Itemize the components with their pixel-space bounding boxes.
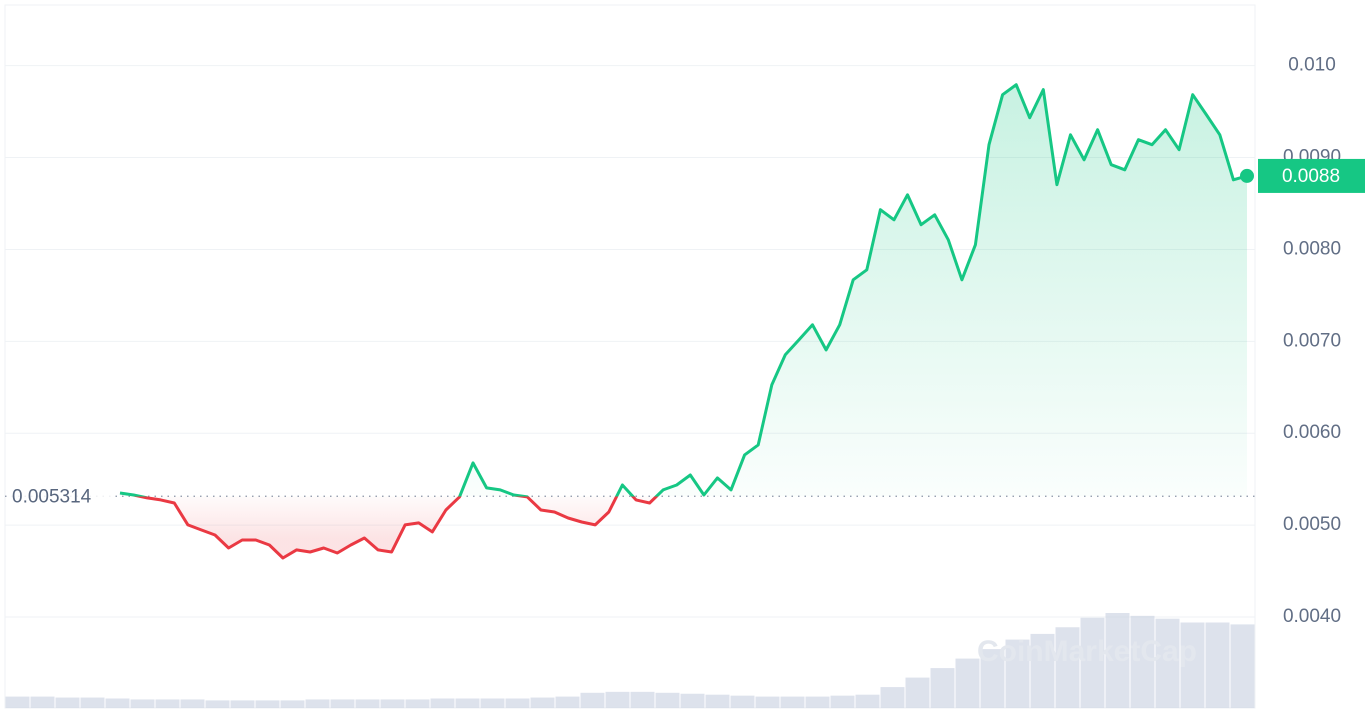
volume-bar — [1180, 622, 1205, 708]
volume-bar — [1155, 618, 1180, 708]
baseline-label-bg — [8, 483, 114, 510]
volume-bar — [630, 691, 655, 708]
volume-bar — [130, 699, 155, 708]
volume-bar — [405, 699, 430, 708]
volume-bar — [505, 698, 530, 708]
volume-bar — [230, 700, 255, 708]
volume-bar — [1130, 615, 1155, 708]
volume-bar — [480, 698, 505, 708]
baseline-label: 0.005314 — [12, 486, 92, 507]
volume-bar — [105, 698, 130, 708]
current-point — [1240, 168, 1254, 183]
volume-bar — [680, 693, 705, 708]
volume-bar — [5, 696, 30, 708]
volume-bar — [1080, 617, 1105, 708]
volume-bar — [330, 699, 355, 708]
price-area — [120, 84, 1247, 558]
y-tick-label: 0.0050 — [1283, 514, 1341, 535]
volume-bar — [1230, 624, 1255, 708]
watermark: CoinMarketCap — [977, 635, 1197, 668]
volume-bar — [755, 696, 780, 708]
volume-bar — [530, 697, 555, 708]
volume-bar — [555, 696, 580, 708]
volume-bar — [1105, 613, 1130, 708]
volume-bar — [1030, 633, 1055, 708]
y-tick-label: 0.0040 — [1283, 606, 1341, 627]
y-tick-label: 0.010 — [1288, 55, 1336, 76]
y-tick-label: 0.0080 — [1283, 238, 1341, 259]
volume-bar — [605, 691, 630, 708]
volume-bar — [880, 687, 905, 708]
volume-bar — [855, 694, 880, 708]
price-tag-label: 0.0088 — [1282, 166, 1340, 187]
y-tick-label: 0.0070 — [1283, 330, 1341, 351]
plot-frame — [4, 4, 1256, 709]
volume-bar — [1205, 622, 1230, 708]
volume-bar — [455, 698, 480, 708]
price-line — [119, 83, 1248, 560]
volume-bar — [305, 699, 330, 708]
volume-bar — [705, 694, 730, 708]
volume-bar — [30, 696, 55, 708]
volume-bar — [955, 658, 980, 708]
volume-bar — [180, 699, 205, 708]
volume-bar — [730, 695, 755, 708]
price-tag — [1258, 158, 1365, 193]
volume-bar — [905, 677, 930, 708]
volume-bar — [1055, 627, 1080, 708]
volume-bar — [1005, 639, 1030, 708]
volume-bar — [380, 699, 405, 708]
volume-bar — [355, 699, 380, 708]
volume-bar — [205, 700, 230, 708]
volume-bar — [830, 695, 855, 708]
volume-bar — [80, 697, 105, 708]
volume-bar — [930, 668, 955, 708]
volume-bar — [280, 700, 305, 708]
volume-bar — [780, 696, 805, 708]
volume-bar — [655, 692, 680, 708]
y-tick-label: 0.0060 — [1283, 422, 1341, 443]
volume-bar — [980, 649, 1005, 708]
volume-bar — [55, 697, 80, 708]
volume-bar — [805, 696, 830, 708]
volume-bar — [255, 700, 280, 708]
volume-bar — [580, 692, 605, 708]
volume-bar — [430, 698, 455, 708]
volume-bar — [155, 699, 180, 708]
